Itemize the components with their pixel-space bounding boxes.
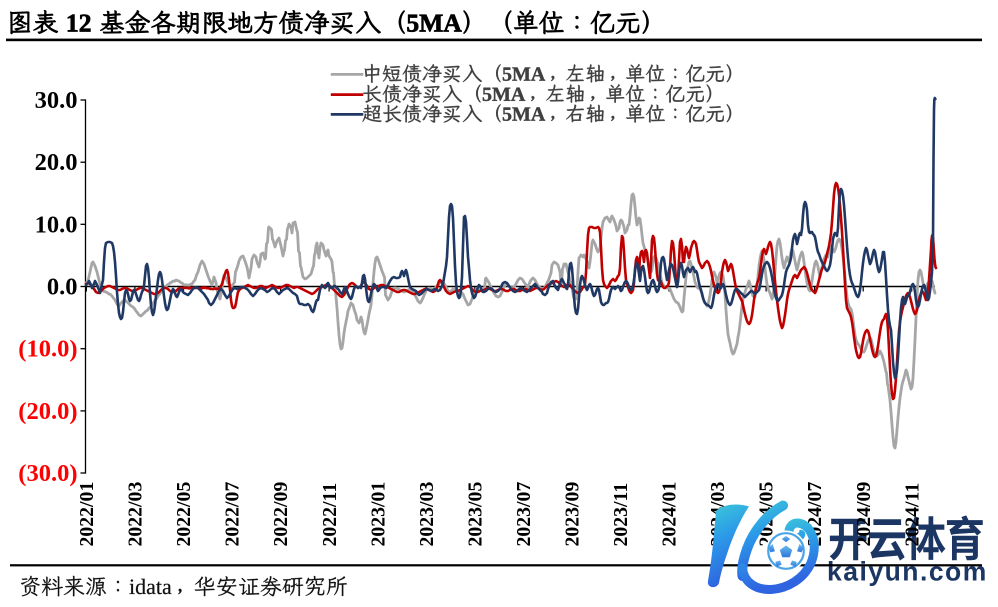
svg-text:2022/09: 2022/09 [270,482,292,547]
svg-text:(30.0): (30.0) [18,460,77,487]
svg-text:0.0: 0.0 [47,274,78,301]
svg-text:(10.0): (10.0) [18,336,77,363]
svg-text:2024/09: 2024/09 [853,482,875,547]
svg-text:2023/07: 2023/07 [513,482,535,547]
svg-text:2023/11: 2023/11 [610,483,632,547]
svg-text:kaiyun.com: kaiyun.com [827,557,988,587]
svg-text:2022/07: 2022/07 [222,482,244,547]
svg-text:2024/01: 2024/01 [659,482,681,547]
svg-text:2022/11: 2022/11 [319,483,341,547]
svg-text:20.0: 20.0 [35,149,78,176]
svg-text:2023/05: 2023/05 [464,482,486,547]
svg-text:2022/05: 2022/05 [173,482,195,547]
svg-text:2023/09: 2023/09 [562,482,584,547]
svg-text:30.0: 30.0 [35,87,78,114]
svg-text:10.0: 10.0 [35,211,78,238]
svg-text:2024/11: 2024/11 [901,483,923,547]
svg-text:2022/03: 2022/03 [125,482,147,547]
svg-text:(20.0): (20.0) [18,398,77,425]
svg-text:2023/01: 2023/01 [367,482,389,547]
svg-text:2022/01: 2022/01 [76,482,98,547]
svg-text:2023/03: 2023/03 [416,482,438,547]
